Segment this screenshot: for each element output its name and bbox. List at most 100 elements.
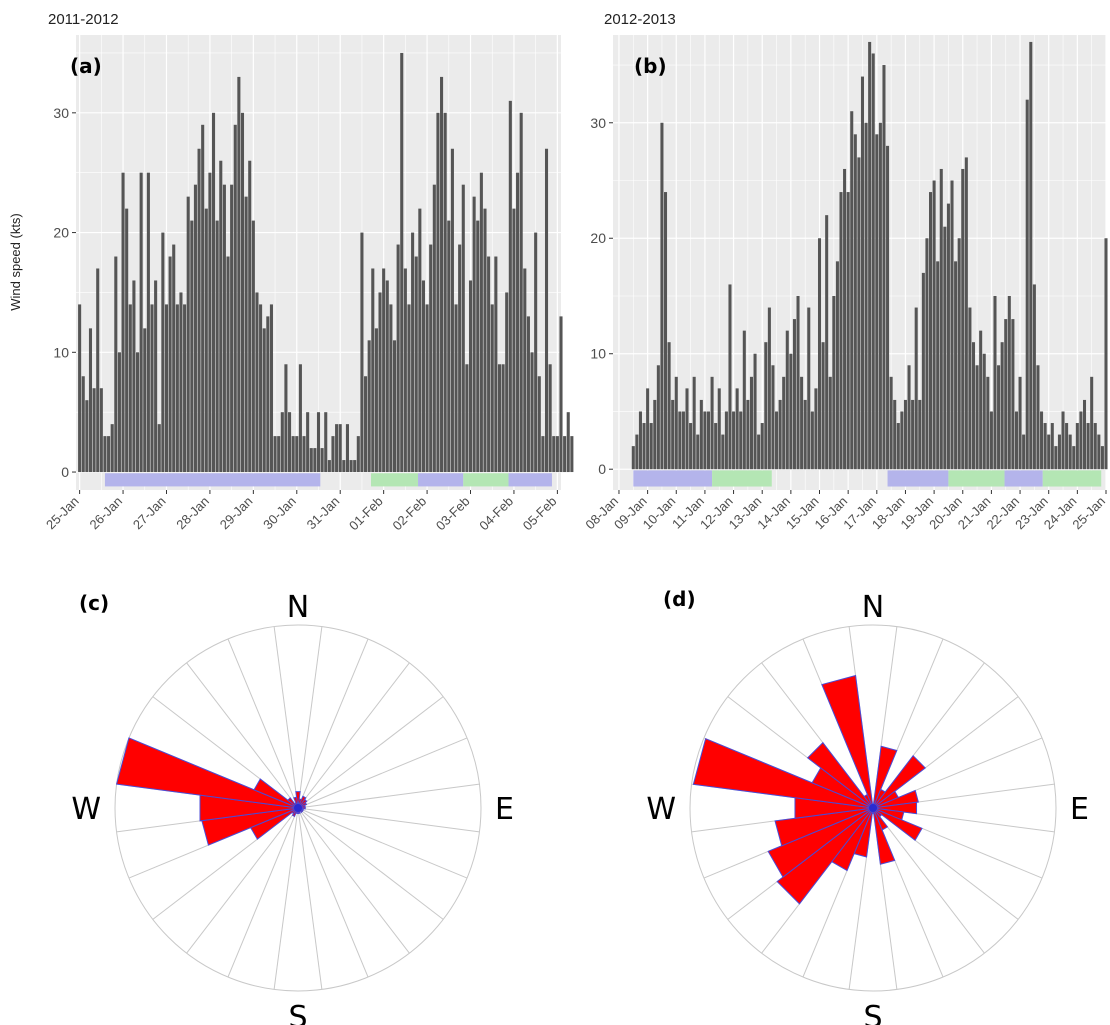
wind-bar: [392, 340, 397, 473]
period-band-green: [463, 473, 509, 487]
y-tick-label: 20: [590, 230, 606, 246]
wind-bar: [313, 448, 317, 473]
rose-petal: [692, 737, 874, 809]
wind-bar: [681, 411, 685, 470]
wind-bar: [255, 292, 259, 473]
wind-bar: [914, 307, 918, 470]
wind-bar: [1050, 423, 1054, 470]
y-tick-label: 30: [590, 115, 606, 131]
wind-bar: [440, 76, 444, 473]
wind-bar: [1086, 423, 1090, 470]
wind-bar: [316, 412, 321, 473]
x-tick-label: 31-Jan: [304, 494, 343, 533]
panel-label-c: (c): [79, 591, 109, 615]
rose-center: [869, 804, 877, 812]
wind-bar: [490, 304, 494, 473]
x-tick-label: 10-Jan: [640, 494, 679, 533]
wind-bar: [483, 208, 487, 473]
wind-bar: [1079, 411, 1083, 470]
compass-north-label: N: [862, 590, 884, 625]
x-tick-label: 29-Jan: [217, 494, 256, 533]
wind-bar: [356, 436, 360, 473]
rose-spoke: [273, 626, 299, 809]
wind-bar: [678, 411, 682, 470]
wind-bar: [921, 272, 925, 470]
x-tick-label: 25-Jan: [43, 494, 82, 533]
x-tick-label: 05-Feb: [520, 494, 560, 534]
wind-bar: [724, 411, 728, 470]
wind-bar: [936, 261, 940, 470]
wind-bar: [447, 220, 451, 473]
wind-bar: [450, 148, 454, 473]
wind-bar: [186, 196, 190, 473]
period-band-blue: [887, 470, 949, 487]
wind-bar: [828, 376, 832, 470]
wind-bar: [566, 412, 570, 473]
wind-bar: [179, 292, 183, 473]
wind-bar: [721, 434, 725, 470]
wind-bar: [671, 399, 675, 470]
panel-label-d: (d): [663, 587, 696, 611]
wind-bar: [714, 423, 718, 470]
wind-bar: [1029, 41, 1033, 470]
wind-bar: [1090, 376, 1094, 470]
wind-bar: [146, 172, 150, 473]
wind-bar: [1011, 319, 1015, 470]
wind-bar: [699, 399, 703, 470]
panel-label-a: (a): [70, 54, 102, 78]
wind-bar: [389, 304, 393, 473]
wind-bar: [635, 434, 639, 470]
wind-bar: [1007, 295, 1011, 470]
rose-petal: [872, 807, 923, 842]
wind-bar: [516, 172, 520, 473]
wind-bar: [850, 111, 854, 470]
wind-bar: [1068, 434, 1072, 470]
wind-bar: [295, 436, 299, 473]
wind-rose-d: N E S W: [646, 590, 1089, 1025]
rose-spoke: [297, 737, 468, 809]
rose-petal: [821, 674, 874, 809]
y-axis-label: Wind speed (kts): [8, 213, 23, 311]
wind-bar: [157, 424, 161, 473]
period-band-blue: [104, 473, 321, 487]
wind-bar: [689, 423, 693, 470]
wind-bar: [646, 388, 650, 470]
rose-spoke: [227, 638, 299, 809]
wind-bar: [760, 423, 764, 470]
wind-bar: [982, 353, 986, 470]
wind-bar: [465, 364, 469, 473]
wind-bar: [785, 330, 789, 470]
wind-bar: [367, 340, 371, 473]
wind-bar: [432, 184, 436, 473]
compass-east-label: E: [1070, 792, 1089, 827]
x-tick-label: 03-Feb: [433, 494, 473, 534]
wind-bar: [814, 388, 818, 470]
wind-bar: [519, 112, 523, 473]
wind-bar: [896, 423, 900, 470]
wind-bar: [382, 268, 386, 473]
wind-bar: [631, 446, 635, 470]
wind-bar: [911, 399, 915, 470]
wind-bar: [537, 376, 541, 473]
bar-chart-a: 0 10 20 30 25-Jan 26-Jan 27-Jan 28-Jan 29-Jan 30-…: [43, 35, 574, 534]
wind-bar: [706, 411, 711, 470]
wind-bar: [114, 256, 118, 473]
wind-bar: [1057, 434, 1061, 470]
wind-bar: [696, 434, 700, 470]
wind-bar: [175, 304, 179, 473]
wind-bar: [544, 148, 549, 473]
wind-bar: [964, 157, 968, 470]
wind-bar: [1014, 411, 1018, 470]
compass-north-label: N: [287, 590, 309, 625]
rose-spoke: [297, 783, 480, 809]
wind-bar: [411, 232, 415, 473]
wind-bar: [846, 192, 850, 470]
wind-bar: [230, 184, 234, 473]
wind-bar: [534, 232, 538, 473]
wind-bar: [219, 160, 223, 473]
wind-bar: [284, 364, 288, 473]
wind-bar: [222, 184, 226, 473]
wind-bar: [993, 295, 997, 470]
wind-bar: [957, 238, 961, 470]
wind-bar: [674, 376, 678, 470]
